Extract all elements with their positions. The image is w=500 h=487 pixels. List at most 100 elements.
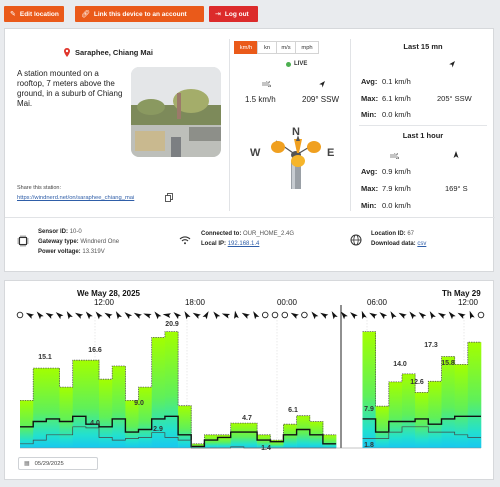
wind-direction-arrow-icon	[448, 311, 456, 320]
time-label: 00:00	[277, 298, 298, 307]
arrow-shape	[45, 312, 54, 319]
unit-ms[interactable]: m/s	[276, 41, 296, 54]
arrow-shape	[173, 312, 182, 320]
wind-direction-arrow-icon	[154, 311, 162, 320]
wind-chart-panel: 15.1 16.6 9.0 20.9 4.0 2.9 4.7 6.1 1.4 7.9 14.0 12.…	[4, 280, 494, 480]
max-bar	[20, 400, 34, 448]
max-bar	[138, 387, 152, 448]
min-label: Min:	[361, 110, 377, 119]
station-card: Saraphee, Chiang Mai A station mounted o…	[4, 28, 495, 272]
date-label: Th May 29	[442, 289, 481, 298]
max-bar	[85, 360, 100, 448]
anemometer-icon	[271, 135, 321, 189]
unit-mph[interactable]: mph	[295, 41, 319, 54]
last-hour-max-direction: 169° S	[445, 184, 468, 193]
max-bar	[270, 440, 284, 448]
date-value: 05/29/2025	[34, 460, 64, 467]
wind-direction-arrow-icon	[25, 312, 35, 319]
station-info: Saraphee, Chiang Mai A station mounted o…	[5, 29, 229, 229]
wind-history-chart[interactable]: 15.1 16.6 9.0 20.9 4.0 2.9 4.7 6.1 1.4 7.9 14.0 12.…	[5, 281, 494, 480]
live-dot-icon	[286, 61, 291, 67]
wind-direction-arrow-icon	[429, 311, 436, 320]
max-label: Max:	[361, 184, 379, 193]
avg-value: 0.9 km/h	[382, 167, 411, 176]
unit-kn[interactable]: kn	[257, 41, 277, 54]
data-label: 9.0	[134, 400, 144, 407]
avg-label: Avg:	[361, 167, 378, 176]
device-info: Sensor ID: 10-0 Gateway type: Windnerd O…	[38, 227, 119, 257]
unit-kmh[interactable]: km/h	[234, 41, 258, 54]
wind-direction-arrow-icon	[95, 311, 103, 320]
link-icon: 🔗︎	[81, 11, 90, 18]
arrow-shape	[369, 312, 378, 319]
station-name: Saraphee, Chiang Mai	[75, 48, 153, 57]
wind-direction-arrow-icon	[398, 312, 407, 319]
arrow-shape	[154, 311, 162, 320]
local-ip-link[interactable]: 192.168.1.4	[227, 241, 260, 247]
max-series-line	[20, 331, 481, 445]
download-csv-link[interactable]: csv	[417, 241, 427, 247]
max-bar	[230, 423, 245, 448]
last-15-avg: Avg: 0.1 km/h	[361, 77, 411, 86]
last-hour-avg: Avg: 0.9 km/h	[361, 167, 411, 176]
station-title: Saraphee, Chiang Mai	[63, 48, 153, 57]
connected-network: OUR_HOME_2.4G	[243, 231, 295, 237]
max-direction-arrow-icon	[453, 151, 459, 158]
date-picker[interactable]: ▦ 05/29/2025	[18, 457, 98, 470]
footer-divider	[5, 217, 495, 218]
last-15-max-direction: 205° SSW	[437, 94, 472, 103]
arrow-shape	[95, 311, 103, 320]
last-15-max: Max: 6.1 km/h	[361, 94, 411, 103]
chip-icon	[17, 235, 29, 247]
date-label: We May 28, 2025	[77, 289, 141, 298]
max-bar	[151, 337, 166, 448]
calm-indicator-icon	[281, 311, 289, 319]
local-ip-label: Local IP:	[201, 241, 227, 247]
max-bar	[428, 381, 442, 448]
time-label: 12:00	[94, 298, 115, 307]
link-device-button[interactable]: 🔗︎ Link this device to an account	[75, 6, 204, 22]
max-bar	[204, 434, 218, 448]
max-bar	[164, 331, 179, 448]
arrow-shape	[192, 312, 201, 319]
max-direction-arrow-icon	[449, 61, 455, 68]
arrow-shape	[213, 311, 221, 320]
wind-direction-arrow-icon	[340, 311, 348, 320]
data-label: 2.9	[153, 426, 163, 433]
avg-value: 0.1 km/h	[382, 77, 411, 86]
max-label: Max:	[361, 94, 379, 103]
data-label: 1.4	[261, 445, 271, 452]
arrow-shape	[320, 312, 329, 319]
max-bar	[46, 368, 60, 448]
max-bar	[33, 368, 47, 448]
arrow-shape	[115, 311, 122, 320]
max-bar	[454, 364, 469, 448]
wind-direction-arrow-icon	[85, 311, 93, 320]
arrow-shape	[429, 311, 436, 320]
min-value: 0.0 km/h	[382, 201, 411, 210]
edit-location-button[interactable]: ✎ Edit location	[4, 6, 64, 22]
wind-direction-arrow-icon	[192, 312, 201, 319]
max-value: 7.9 km/h	[382, 184, 411, 193]
min-label: Min:	[361, 201, 377, 210]
arrow-shape	[36, 311, 44, 320]
min-value: 0.0 km/h	[382, 110, 411, 119]
arrow-shape	[469, 310, 475, 320]
max-bar	[243, 423, 258, 448]
wind-direction-arrow-icon	[55, 312, 64, 320]
wind-direction-arrow-icon	[234, 310, 239, 319]
copy-icon[interactable]	[165, 193, 173, 202]
arrow-shape	[66, 311, 73, 320]
arrow-shape	[409, 311, 417, 320]
arrow-shape	[390, 311, 397, 320]
data-label: 4.7	[242, 415, 252, 422]
logout-button[interactable]: ⇥ Log out	[209, 6, 258, 22]
wind-direction-arrow-icon	[173, 312, 182, 320]
calm-indicator-icon	[261, 311, 269, 319]
arrow-shape	[437, 312, 447, 319]
arrow-shape	[398, 312, 407, 319]
wind-direction-arrow-icon	[133, 312, 142, 319]
station-photo-image	[131, 67, 221, 157]
connected-label: Connected to:	[201, 231, 242, 237]
share-link[interactable]: https://windnerd.net/on/saraphee_chiang_…	[17, 195, 135, 201]
